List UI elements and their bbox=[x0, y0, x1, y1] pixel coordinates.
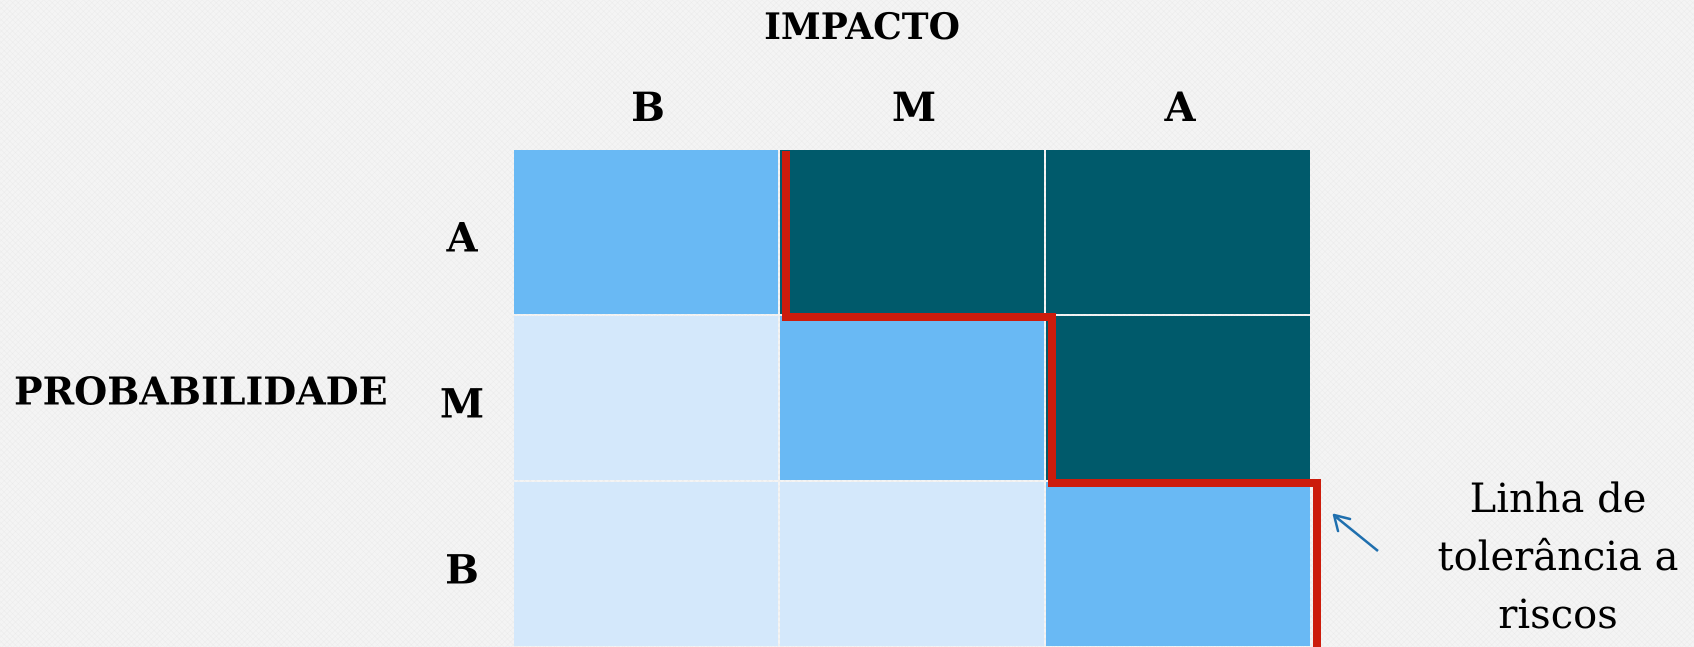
cell-prob-low-impact-high bbox=[1046, 482, 1310, 646]
cell-prob-medium-impact-high bbox=[1046, 316, 1310, 480]
matrix-cells bbox=[514, 150, 1310, 646]
probability-level-low: B bbox=[445, 546, 479, 594]
tolerance-pointer-arrow-icon bbox=[1332, 513, 1379, 552]
impact-level-high: A bbox=[1164, 84, 1196, 131]
tolerance-line-label: Linha de tolerância a riscos bbox=[1437, 476, 1679, 638]
cell-prob-high-impact-medium bbox=[780, 150, 1044, 314]
cell-prob-medium-impact-medium bbox=[780, 316, 1044, 480]
impact-level-low: B bbox=[631, 84, 665, 131]
cell-prob-high-impact-high bbox=[1046, 150, 1310, 314]
probability-level-high: A bbox=[446, 214, 478, 262]
probability-level-medium: M bbox=[439, 380, 485, 428]
impact-level-medium: M bbox=[891, 84, 937, 131]
cell-prob-high-impact-low bbox=[514, 150, 778, 314]
tolerance-line bbox=[782, 151, 1321, 647]
impact-axis-title: IMPACTO bbox=[764, 6, 960, 48]
cell-prob-medium-impact-low bbox=[514, 316, 778, 480]
risk-matrix bbox=[514, 150, 1321, 647]
cell-prob-low-impact-medium bbox=[780, 482, 1044, 646]
cell-prob-low-impact-low bbox=[514, 482, 778, 646]
probability-axis-title: PROBABILIDADE bbox=[14, 368, 388, 414]
